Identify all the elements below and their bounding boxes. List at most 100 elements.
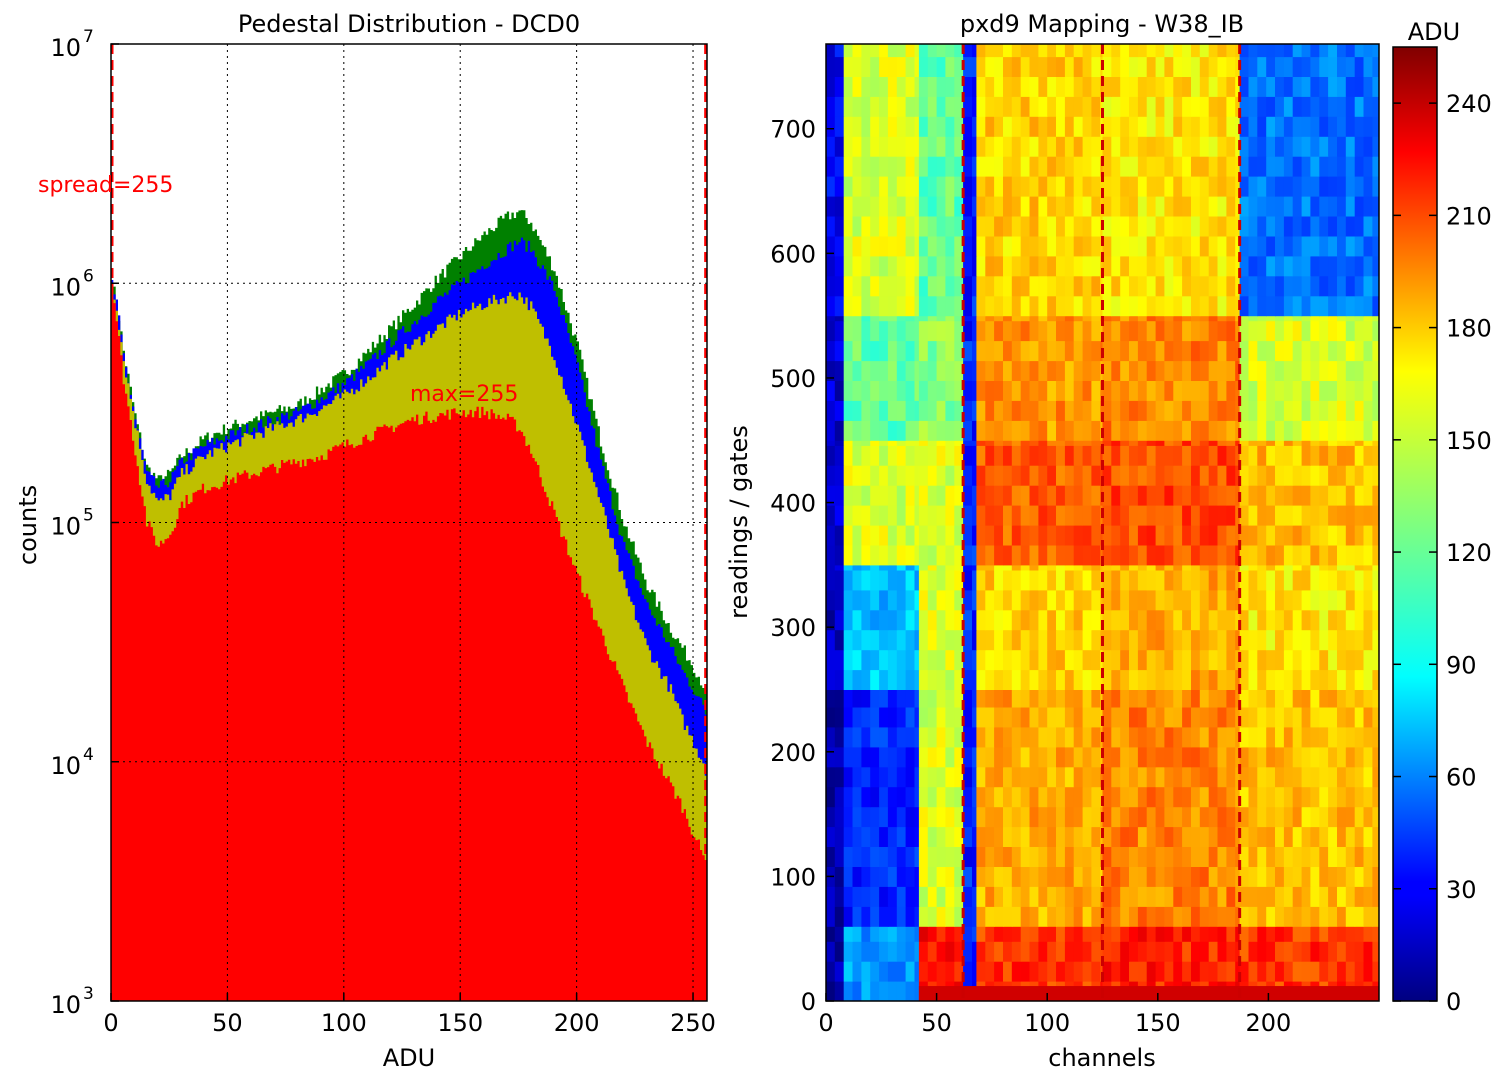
heatmap-cell (1164, 786, 1174, 808)
heatmap-cell (1091, 766, 1101, 788)
heatmap-cell (1354, 380, 1365, 401)
heatmap-cell (1283, 320, 1294, 342)
heatmap-cell (1082, 609, 1092, 631)
heatmap-cell (1111, 564, 1121, 571)
heatmap-cell (1164, 295, 1174, 317)
heatmap-cell (826, 360, 836, 381)
heatmap-cell (1372, 235, 1379, 257)
heatmap-cell (1328, 926, 1338, 942)
heatmap-cell (1073, 216, 1084, 237)
heatmap-cell (1301, 96, 1311, 117)
heatmap-cell (896, 886, 907, 907)
heatmap-cell (896, 866, 907, 887)
heatmap-cell (1182, 866, 1192, 887)
heatmap-cell (896, 136, 907, 157)
heatmap-cell (1011, 806, 1022, 828)
heatmap-cell (1029, 746, 1039, 768)
heatmap-cell (1217, 196, 1227, 217)
heatmap-cell (1208, 176, 1219, 197)
heatmap-cell (1275, 56, 1285, 77)
heatmap-cell (1146, 746, 1157, 768)
heatmap-cell (1345, 866, 1356, 887)
heatmap-cell (1363, 726, 1373, 748)
heatmap-cell (1102, 485, 1112, 506)
heatmap-cell (1337, 649, 1347, 671)
heatmap-cell (1091, 485, 1101, 506)
heatmap-cell (1111, 44, 1121, 58)
heatmap-cell (861, 465, 871, 486)
heatmap-cell (972, 589, 977, 611)
heatmap-cell (1191, 706, 1201, 728)
heatmap-cell (1003, 846, 1013, 867)
heatmap-cell (1003, 906, 1013, 927)
heatmap-cell (1164, 669, 1174, 690)
heatmap-cell (905, 649, 915, 671)
heatmap-cell (1257, 485, 1267, 506)
heatmap-cell (1129, 400, 1139, 421)
heatmap-cell (1345, 726, 1356, 748)
heatmap-cell (1056, 564, 1066, 571)
heatmap-cell (1328, 295, 1338, 317)
heatmap-cell (1020, 315, 1031, 322)
heatmap-cell (1038, 420, 1048, 441)
heatmap-cell (1064, 926, 1075, 942)
heatmap-cell (1056, 569, 1066, 591)
heatmap-cell (1011, 176, 1022, 197)
heatmap-cell (1363, 806, 1373, 828)
heatmap-cell (976, 196, 986, 217)
heatmap-cell (1091, 445, 1101, 466)
heatmap-cell (1011, 440, 1022, 446)
heatmap-cell (1319, 275, 1329, 297)
heatmap-cell (1064, 295, 1075, 317)
heatmap-cell (1372, 56, 1379, 77)
heatmap-cell (1020, 255, 1031, 277)
heatmap-cell (1328, 380, 1338, 401)
heatmap-cell (1029, 609, 1039, 631)
heatmap-cell (870, 906, 880, 927)
heatmap-cell (1226, 400, 1236, 421)
heatmap-cell (927, 766, 938, 788)
heatmap-cell (963, 926, 973, 942)
heatmap-cell (976, 56, 986, 77)
heatmap-cell (896, 746, 907, 768)
heatmap-cell (1363, 340, 1373, 362)
heatmap-cell (1345, 906, 1356, 927)
heatmap-cell (1226, 726, 1236, 748)
heatmap-cell (887, 440, 898, 446)
heatmap-cell (1073, 255, 1084, 277)
heatmap-cell (914, 275, 920, 297)
heatmap-cell (1301, 669, 1311, 690)
heatmap-cell (927, 564, 938, 571)
heatmap-cell (826, 826, 836, 847)
heatmap-cell (1020, 465, 1031, 486)
heatmap-cell (918, 806, 929, 828)
heatmap-cell (1102, 726, 1112, 748)
heatmap-cell (1155, 156, 1165, 177)
heatmap-cell (1208, 420, 1219, 441)
heatmap-cell (936, 116, 946, 137)
heatmap-cell (1182, 320, 1192, 342)
heatmap-cell (1257, 629, 1267, 651)
heatmap-cell (1345, 485, 1356, 506)
heatmap-cell (1029, 926, 1039, 942)
heatmap-cell (1011, 866, 1022, 887)
heatmap-cell (879, 629, 889, 651)
heatmap-cell (826, 445, 836, 466)
heatmap-cell (1310, 176, 1320, 197)
heatmap-cell (1164, 564, 1174, 571)
heatmap-cell (1208, 320, 1219, 342)
heatmap-cell (1354, 275, 1365, 297)
heatmap-cell (1182, 726, 1192, 748)
heatmap-cell (954, 706, 964, 728)
heatmap-cell (1372, 156, 1379, 177)
heatmap-cell (1199, 445, 1210, 466)
heatmap-cell (852, 96, 862, 117)
heatmap-cell (826, 544, 836, 566)
heatmap-cell (945, 569, 955, 591)
heatmap-cell (1038, 400, 1048, 421)
heatmap-cell (1310, 380, 1320, 401)
heatmap-cell (1319, 156, 1329, 177)
heatmap-cell (1235, 629, 1241, 651)
heatmap-cell (1102, 906, 1112, 927)
heatmap-cell (1328, 525, 1338, 546)
